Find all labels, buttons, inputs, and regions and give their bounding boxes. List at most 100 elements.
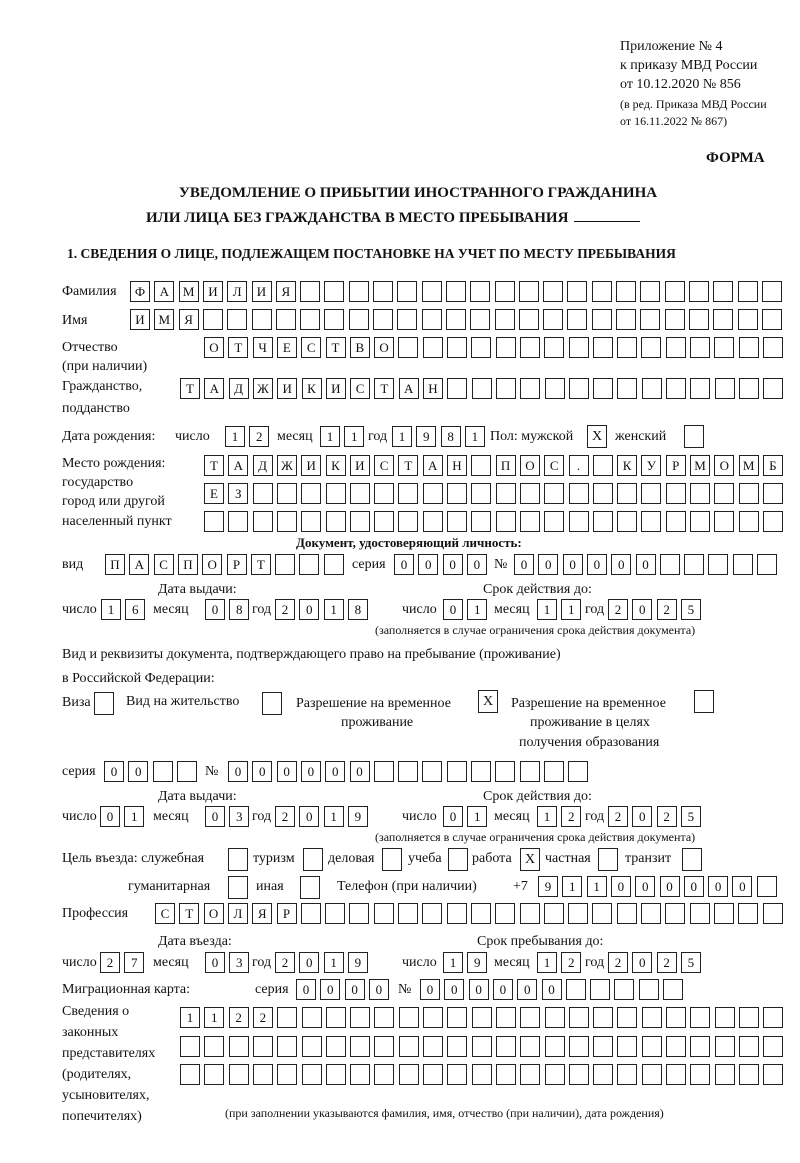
char-box[interactable]	[446, 903, 467, 924]
char-box[interactable]	[421, 309, 442, 330]
char-box[interactable]	[590, 979, 611, 1000]
char-box[interactable]: П	[495, 455, 516, 476]
char-box[interactable]	[446, 761, 467, 782]
char-box[interactable]	[666, 1036, 686, 1057]
char-box[interactable]	[445, 309, 466, 330]
char-box[interactable]	[373, 309, 393, 330]
char-box[interactable]: Н	[423, 378, 443, 399]
char-box[interactable]	[617, 337, 638, 358]
char-box[interactable]	[325, 483, 346, 504]
char-box[interactable]: 1	[537, 599, 557, 620]
char-box[interactable]: К	[617, 455, 638, 476]
char-box[interactable]	[737, 281, 758, 302]
char-box[interactable]	[228, 511, 249, 532]
char-box[interactable]: С	[153, 554, 174, 575]
char-box[interactable]	[398, 761, 419, 782]
char-box[interactable]	[470, 903, 491, 924]
char-box[interactable]: Р	[665, 455, 686, 476]
char-box[interactable]: 0	[300, 761, 321, 782]
char-box[interactable]: 9	[347, 952, 368, 973]
char-box[interactable]: И	[251, 281, 272, 302]
char-box[interactable]: И	[277, 378, 298, 399]
char-box[interactable]: 9	[467, 952, 488, 973]
char-box[interactable]: 5	[680, 806, 701, 827]
char-box[interactable]: 2	[275, 952, 295, 973]
char-box[interactable]	[665, 511, 686, 532]
char-box[interactable]: И	[202, 281, 223, 302]
char-box[interactable]	[544, 337, 565, 358]
char-box[interactable]	[568, 337, 589, 358]
char-box[interactable]	[714, 1007, 735, 1028]
char-box[interactable]: 5	[680, 599, 701, 620]
char-box[interactable]: Ф	[130, 281, 150, 302]
char-box[interactable]	[398, 1007, 419, 1028]
char-box[interactable]: Ж	[276, 455, 297, 476]
char-box[interactable]	[471, 1036, 492, 1057]
char-box[interactable]	[470, 309, 491, 330]
char-box[interactable]	[374, 1036, 395, 1057]
char-box[interactable]: 0	[344, 979, 365, 1000]
char-box[interactable]	[638, 979, 659, 1000]
char-box[interactable]	[544, 483, 565, 504]
char-box[interactable]	[732, 554, 753, 575]
char-box[interactable]	[227, 309, 248, 330]
char-box[interactable]: 8	[440, 426, 461, 447]
char-box[interactable]: 0	[538, 554, 559, 575]
purpose-official-checkbox[interactable]	[228, 848, 248, 871]
char-box[interactable]: 2	[561, 806, 582, 827]
char-box[interactable]: 1	[323, 599, 344, 620]
char-box[interactable]	[641, 1036, 662, 1057]
char-box[interactable]: 0	[299, 806, 320, 827]
char-box[interactable]	[617, 378, 638, 399]
char-box[interactable]: 0	[205, 806, 225, 827]
char-box[interactable]: 0	[466, 554, 487, 575]
char-box[interactable]	[593, 1036, 614, 1057]
char-box[interactable]: 0	[320, 979, 341, 1000]
char-box[interactable]: М	[154, 309, 175, 330]
char-box[interactable]: Т	[180, 378, 200, 399]
char-box[interactable]	[228, 1064, 249, 1085]
char-box[interactable]	[447, 483, 467, 504]
char-box[interactable]: 0	[296, 979, 316, 1000]
char-box[interactable]	[300, 281, 321, 302]
char-box[interactable]	[520, 1036, 541, 1057]
char-box[interactable]	[641, 337, 662, 358]
temp-edu-checkbox[interactable]	[694, 690, 714, 713]
char-box[interactable]	[690, 511, 710, 532]
char-box[interactable]	[690, 1036, 711, 1057]
char-box[interactable]: 0	[517, 979, 538, 1000]
char-box[interactable]	[738, 483, 759, 504]
char-box[interactable]	[617, 483, 638, 504]
char-box[interactable]	[665, 903, 686, 924]
char-box[interactable]	[324, 281, 345, 302]
char-box[interactable]	[738, 378, 759, 399]
char-box[interactable]: К	[325, 455, 346, 476]
char-box[interactable]	[592, 483, 613, 504]
char-box[interactable]	[761, 309, 782, 330]
char-box[interactable]: 0	[299, 952, 320, 973]
char-box[interactable]	[324, 309, 345, 330]
char-box[interactable]	[299, 554, 320, 575]
char-box[interactable]: 0	[632, 952, 653, 973]
char-box[interactable]	[763, 1007, 784, 1028]
char-box[interactable]: 0	[349, 761, 370, 782]
char-box[interactable]: 0	[659, 876, 680, 897]
purpose-work-checkbox[interactable]: X	[520, 848, 540, 871]
char-box[interactable]: 0	[299, 599, 320, 620]
char-box[interactable]	[640, 309, 661, 330]
char-box[interactable]: 2	[656, 599, 677, 620]
char-box[interactable]	[422, 337, 443, 358]
char-box[interactable]: 1	[323, 806, 344, 827]
char-box[interactable]	[543, 903, 564, 924]
char-box[interactable]	[252, 483, 273, 504]
char-box[interactable]: 0	[562, 554, 583, 575]
char-box[interactable]	[228, 1036, 249, 1057]
char-box[interactable]: 0	[732, 876, 753, 897]
char-box[interactable]	[495, 378, 516, 399]
char-box[interactable]	[641, 1064, 662, 1085]
char-box[interactable]	[592, 455, 613, 476]
char-box[interactable]	[277, 1036, 298, 1057]
char-box[interactable]	[568, 1036, 589, 1057]
char-box[interactable]	[520, 1064, 541, 1085]
char-box[interactable]: С	[301, 337, 322, 358]
